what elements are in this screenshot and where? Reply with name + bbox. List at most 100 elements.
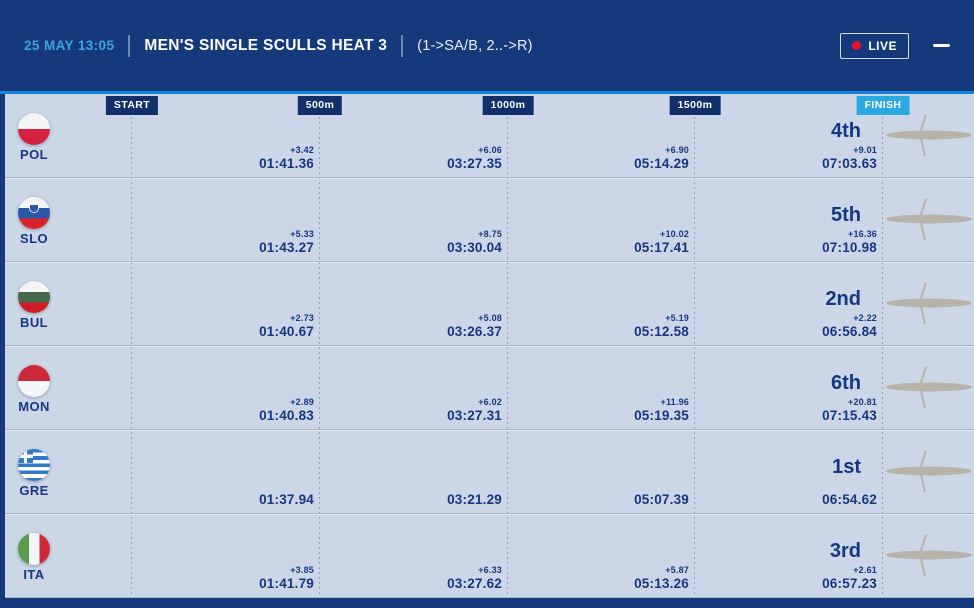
finish-place: 4th <box>831 120 861 142</box>
split-delta: +6.33 <box>478 565 502 575</box>
table-row: GRE 01:37.94 03:21.29 05:07.39 1st 06:54… <box>0 430 974 514</box>
split-time: 01:41.79 <box>259 576 314 591</box>
country-flag-icon <box>18 449 50 481</box>
minimize-icon[interactable] <box>933 44 950 47</box>
header-divider <box>401 34 404 57</box>
split-time: 01:40.67 <box>259 324 314 339</box>
finish-delta: +9.01 <box>853 145 877 155</box>
finish-time: 06:57.23 <box>822 576 877 591</box>
finish-delta: +2.61 <box>853 565 877 575</box>
gridline-1000m <box>507 112 508 598</box>
split-delta: +11.96 <box>660 397 689 407</box>
finish-cell: 2nd +2.22 06:56.84 <box>737 287 877 340</box>
split-cell: +3.42 01:41.36 <box>184 145 314 172</box>
finish-delta: +20.81 <box>848 397 877 407</box>
rowing-boat-icon <box>886 282 972 325</box>
finish-place: 1st <box>832 456 861 478</box>
country-flag-icon <box>18 281 50 313</box>
split-time: 03:30.04 <box>447 240 502 255</box>
rowing-boat-icon <box>886 198 972 241</box>
split-cell: +6.90 05:14.29 <box>559 145 689 172</box>
header-divider <box>128 34 131 57</box>
live-dot-icon <box>852 41 862 50</box>
table-row: ITA +3.85 01:41.79 +6.33 03:27.62 +5.87 … <box>0 514 974 598</box>
split-delta: +3.85 <box>290 565 314 575</box>
split-delta: +10.02 <box>660 229 689 239</box>
split-time: 01:43.27 <box>259 240 314 255</box>
column-badge-1000m: 1000m <box>482 96 534 115</box>
split-delta <box>372 481 502 492</box>
split-cell: 05:07.39 <box>559 481 689 508</box>
table-row: MON +2.89 01:40.83 +6.02 03:27.31 +11.96… <box>0 346 974 430</box>
live-label: LIVE <box>868 38 897 53</box>
finish-time: 07:10.98 <box>822 240 877 255</box>
table-row: BUL +2.73 01:40.67 +5.08 03:26.37 +5.19 … <box>0 262 974 346</box>
split-delta: +3.42 <box>290 145 314 155</box>
split-cell: +5.33 01:43.27 <box>184 229 314 256</box>
split-cell: +10.02 05:17.41 <box>559 229 689 256</box>
finish-time: 06:56.84 <box>822 324 877 339</box>
split-cell: +5.08 03:26.37 <box>372 313 502 340</box>
finish-cell: 5th +16.36 07:10.98 <box>737 203 877 256</box>
split-delta: +6.06 <box>478 145 502 155</box>
country-flag-icon <box>18 533 50 565</box>
rowing-boat-icon <box>886 450 972 493</box>
column-badge-finish: FINISH <box>856 96 910 115</box>
split-time: 05:12.58 <box>634 324 689 339</box>
split-time: 05:13.26 <box>634 576 689 591</box>
finish-place: 3rd <box>829 540 861 562</box>
split-delta: +5.87 <box>665 565 689 575</box>
split-cell: 01:37.94 <box>184 481 314 508</box>
split-time: 05:14.29 <box>634 156 689 171</box>
split-time: 03:27.62 <box>447 576 502 591</box>
finish-place: 5th <box>831 204 861 226</box>
split-time: 03:26.37 <box>447 324 502 339</box>
finish-time: 07:15.43 <box>822 408 877 423</box>
gridline-finish <box>882 112 883 598</box>
left-edge-bar <box>0 94 5 608</box>
gridline-start <box>131 112 132 598</box>
split-time: 01:40.83 <box>259 408 314 423</box>
table-row: SLO +5.33 01:43.27 +8.75 03:30.04 +10.02… <box>0 178 974 262</box>
header-accent-line <box>0 91 974 94</box>
split-cell: +3.85 01:41.79 <box>184 565 314 592</box>
finish-delta: +2.22 <box>853 313 877 323</box>
finish-cell: 1st 06:54.62 <box>737 455 877 508</box>
gridline-1500m <box>694 112 695 598</box>
country-flag-icon <box>18 113 50 145</box>
live-badge[interactable]: LIVE <box>840 32 909 59</box>
race-datetime: 25 MAY 13:05 <box>24 38 115 53</box>
header-controls: LIVE <box>840 32 950 59</box>
finish-delta: +16.36 <box>848 229 877 239</box>
split-delta <box>559 481 689 492</box>
column-badge-500m: 500m <box>297 96 343 115</box>
country-code: BUL <box>20 315 48 330</box>
rowing-boat-icon <box>886 114 972 157</box>
footer-bar <box>0 598 974 608</box>
split-cell: +2.73 01:40.67 <box>184 313 314 340</box>
split-delta: +2.89 <box>290 397 314 407</box>
column-badge-1500m: 1500m <box>669 96 721 115</box>
rowing-boat-icon <box>886 534 972 577</box>
split-time: 01:37.94 <box>259 492 314 507</box>
split-time: 05:07.39 <box>634 492 689 507</box>
country-flag-icon <box>18 197 50 229</box>
finish-cell: 3rd +2.61 06:57.23 <box>737 539 877 592</box>
country-code: GRE <box>19 483 49 498</box>
split-time: 05:19.35 <box>634 408 689 423</box>
header-bar: 25 MAY 13:05 MEN'S SINGLE SCULLS HEAT 3 … <box>0 0 974 91</box>
split-time: 03:21.29 <box>447 492 502 507</box>
rowing-boat-icon <box>886 366 972 409</box>
gridline-500m <box>319 112 320 598</box>
split-cell: +6.02 03:27.31 <box>372 397 502 424</box>
table-row: POL +3.42 01:41.36 +6.06 03:27.35 +6.90 … <box>0 94 974 178</box>
split-delta: +5.33 <box>290 229 314 239</box>
split-delta: +2.73 <box>290 313 314 323</box>
split-time: 01:41.36 <box>259 156 314 171</box>
split-time: 05:17.41 <box>634 240 689 255</box>
finish-place: 6th <box>831 372 861 394</box>
split-cell: +2.89 01:40.83 <box>184 397 314 424</box>
split-time: 03:27.35 <box>447 156 502 171</box>
finish-cell: 4th +9.01 07:03.63 <box>737 119 877 172</box>
